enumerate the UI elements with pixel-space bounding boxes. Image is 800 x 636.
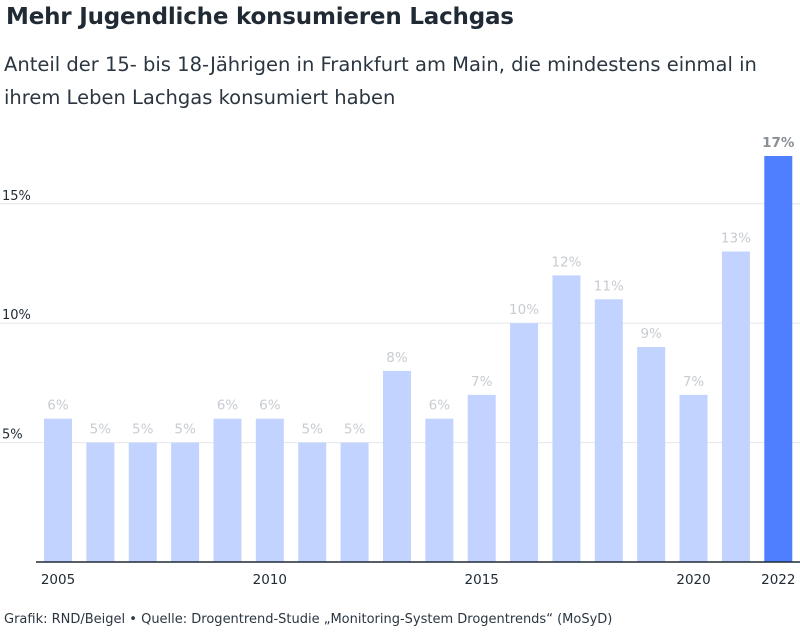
- bar: [44, 418, 72, 562]
- bar-value-label: 5%: [344, 422, 366, 438]
- bar: [128, 442, 157, 562]
- bar: [255, 418, 284, 562]
- bar: [382, 370, 411, 562]
- source-footer: Grafik: RND/Beigel • Quelle: Drogentrend…: [4, 612, 613, 627]
- bar-value-label: 6%: [217, 398, 239, 414]
- bar-chart: 6% 5% 5% 5% 6% 6% 5% 5% 8% 6% 7% 10% 12% 11% 9% 7% 13% 17…: [0, 135, 800, 588]
- bar: [467, 394, 496, 562]
- bar-value-label: 6%: [259, 398, 281, 414]
- x-tick-label: 2015: [465, 572, 499, 588]
- bar-layer: [44, 156, 793, 562]
- bar-value-label: 13%: [721, 231, 751, 247]
- value-label-layer: 6% 5% 5% 5% 6% 6% 5% 5% 8% 6% 7% 10% 12% 11% 9% 7% 13% 17…: [47, 135, 795, 438]
- chart-subtitle: Anteil der 15- bis 18-Jährigen in Frankf…: [4, 53, 757, 109]
- bar: [552, 275, 581, 562]
- y-tick-label: 5%: [2, 428, 23, 443]
- bar: [86, 442, 115, 562]
- bar-value-label: 10%: [509, 302, 539, 318]
- bar-value-label: 17%: [762, 135, 795, 151]
- bar: [637, 347, 666, 562]
- bar: [721, 251, 750, 562]
- bar: [298, 442, 327, 562]
- bar-value-label: 11%: [594, 278, 624, 294]
- x-tick-label: 2005: [41, 572, 75, 588]
- bar: [213, 418, 242, 562]
- bar-value-label: 9%: [640, 326, 662, 342]
- bar-value-label: 5%: [90, 422, 112, 438]
- bar-value-label: 8%: [386, 350, 408, 366]
- bar: [171, 442, 200, 562]
- bar: [425, 418, 454, 562]
- bar: [764, 156, 793, 562]
- bar: [340, 442, 369, 562]
- bar-value-label: 5%: [132, 422, 154, 438]
- bar-value-label: 7%: [683, 374, 705, 390]
- bar: [594, 299, 623, 562]
- y-tick-label: 15%: [2, 189, 31, 204]
- x-tick-label: 2022: [761, 572, 795, 588]
- bar-value-label: 6%: [429, 398, 451, 414]
- chart-title: Mehr Jugendliche konsumieren Lachgas: [6, 4, 514, 30]
- axis-layer: 5% 10% 15% 2005 2010 2015 2020 2022: [2, 189, 800, 588]
- bar-value-label: 5%: [302, 422, 324, 438]
- bar-value-label: 12%: [551, 254, 581, 270]
- y-tick-label: 10%: [2, 308, 31, 323]
- bar: [679, 394, 708, 562]
- bar-value-label: 7%: [471, 374, 493, 390]
- bar-value-label: 6%: [47, 398, 69, 414]
- bar-value-label: 5%: [174, 422, 196, 438]
- x-tick-label: 2020: [676, 572, 710, 588]
- bar: [510, 323, 539, 562]
- x-tick-label: 2010: [253, 572, 287, 588]
